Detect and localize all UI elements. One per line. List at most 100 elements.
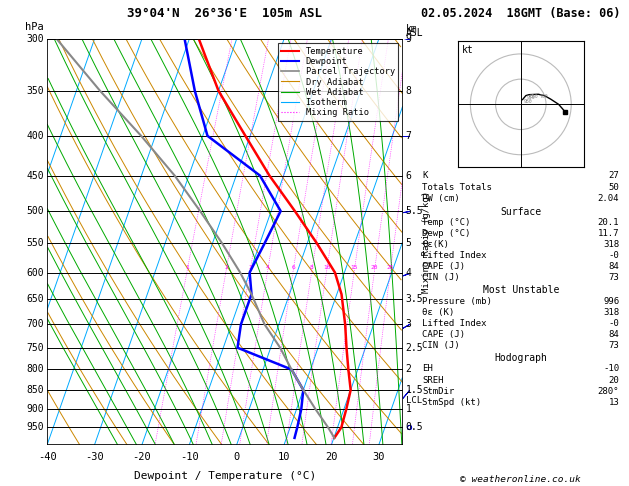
Text: 900: 900: [26, 404, 44, 414]
Text: 600: 600: [26, 267, 44, 278]
Text: 700: 700: [26, 319, 44, 330]
Text: 400: 400: [26, 131, 44, 141]
Text: 27: 27: [608, 171, 619, 180]
Text: 2.04: 2.04: [598, 194, 619, 203]
Text: Dewpoint / Temperature (°C): Dewpoint / Temperature (°C): [134, 471, 316, 482]
Text: 0: 0: [233, 452, 240, 462]
Text: 3.5: 3.5: [406, 295, 423, 305]
Text: 20: 20: [608, 376, 619, 384]
Text: θε (K): θε (K): [423, 308, 455, 317]
Text: 5: 5: [406, 238, 411, 248]
Text: hPa: hPa: [25, 21, 44, 32]
Text: Totals Totals: Totals Totals: [423, 183, 493, 191]
Text: 8: 8: [406, 86, 411, 96]
Text: CIN (J): CIN (J): [423, 273, 460, 282]
Text: -10: -10: [603, 364, 619, 373]
Text: 20: 20: [371, 265, 379, 270]
Text: 4: 4: [406, 267, 411, 278]
Text: 50: 50: [608, 183, 619, 191]
Text: Surface: Surface: [500, 207, 542, 217]
Text: Pressure (mb): Pressure (mb): [423, 296, 493, 306]
Text: LCL: LCL: [406, 397, 422, 405]
Text: 650: 650: [26, 295, 44, 305]
Text: 318: 318: [603, 308, 619, 317]
Text: 9: 9: [406, 34, 411, 44]
Text: 84: 84: [608, 330, 619, 339]
Text: Hodograph: Hodograph: [494, 353, 547, 363]
Text: 73: 73: [608, 273, 619, 282]
Text: 2.5: 2.5: [406, 343, 423, 353]
Text: 750: 750: [26, 343, 44, 353]
Text: CAPE (J): CAPE (J): [423, 262, 465, 271]
Text: 300: 300: [26, 34, 44, 44]
Text: PW (cm): PW (cm): [423, 194, 460, 203]
Legend: Temperature, Dewpoint, Parcel Trajectory, Dry Adiabat, Wet Adiabat, Isotherm, Mi: Temperature, Dewpoint, Parcel Trajectory…: [278, 43, 398, 121]
Text: K: K: [423, 171, 428, 180]
Text: 2: 2: [225, 265, 228, 270]
Text: StmSpd (kt): StmSpd (kt): [423, 398, 482, 407]
Text: CIN (J): CIN (J): [423, 341, 460, 350]
Text: kt: kt: [462, 45, 473, 55]
Text: 13: 13: [608, 398, 619, 407]
Text: 850: 850: [26, 385, 44, 395]
Text: 450: 450: [26, 171, 44, 180]
Text: 10: 10: [278, 452, 291, 462]
Text: 550: 550: [26, 238, 44, 248]
Text: 980: 980: [524, 99, 532, 104]
Text: 700: 700: [540, 94, 548, 99]
Text: -40: -40: [38, 452, 57, 462]
Text: -30: -30: [85, 452, 104, 462]
Text: 3: 3: [406, 319, 411, 330]
Text: 39°04'N  26°36'E  105m ASL: 39°04'N 26°36'E 105m ASL: [127, 7, 323, 20]
Text: 2: 2: [406, 364, 411, 375]
Text: SREH: SREH: [423, 376, 444, 384]
Text: 25: 25: [387, 265, 394, 270]
Text: -0: -0: [608, 319, 619, 328]
Text: 800: 800: [26, 364, 44, 375]
Text: -20: -20: [133, 452, 152, 462]
Text: 4: 4: [266, 265, 270, 270]
Text: 10: 10: [323, 265, 331, 270]
Text: 11.7: 11.7: [598, 229, 619, 238]
Text: Lifted Index: Lifted Index: [423, 319, 487, 328]
Text: 850: 850: [530, 94, 539, 100]
Text: 6: 6: [291, 265, 295, 270]
Text: 6: 6: [406, 171, 411, 180]
Text: © weatheronline.co.uk: © weatheronline.co.uk: [460, 474, 581, 484]
Text: Most Unstable: Most Unstable: [482, 285, 559, 295]
Text: 996: 996: [603, 296, 619, 306]
Text: 1: 1: [406, 404, 411, 414]
Text: StmDir: StmDir: [423, 387, 455, 396]
Text: 20: 20: [325, 452, 338, 462]
Text: Dewp (°C): Dewp (°C): [423, 229, 471, 238]
Text: 0.5: 0.5: [406, 422, 423, 433]
Text: 318: 318: [603, 240, 619, 249]
Text: CAPE (J): CAPE (J): [423, 330, 465, 339]
Text: -0: -0: [608, 251, 619, 260]
Text: 7: 7: [406, 131, 411, 141]
Text: 84: 84: [608, 262, 619, 271]
Text: Lifted Index: Lifted Index: [423, 251, 487, 260]
Text: 500: 500: [26, 206, 44, 216]
Text: 5.5: 5.5: [406, 206, 423, 216]
Text: 1: 1: [186, 265, 189, 270]
Text: Mixing Ratio (g/kg): Mixing Ratio (g/kg): [422, 191, 431, 293]
Text: 15: 15: [351, 265, 358, 270]
Text: 950: 950: [26, 422, 44, 433]
Text: 02.05.2024  18GMT (Base: 06): 02.05.2024 18GMT (Base: 06): [421, 7, 621, 20]
Text: 1.5: 1.5: [406, 385, 423, 395]
Text: 73: 73: [608, 341, 619, 350]
Text: -10: -10: [180, 452, 199, 462]
Text: θε(K): θε(K): [423, 240, 449, 249]
Text: Temp (°C): Temp (°C): [423, 218, 471, 227]
Text: 3: 3: [248, 265, 252, 270]
Text: 280°: 280°: [598, 387, 619, 396]
Text: ASL: ASL: [406, 28, 423, 38]
Text: EH: EH: [423, 364, 433, 373]
Text: 950: 950: [527, 95, 536, 101]
Text: 30: 30: [372, 452, 385, 462]
Text: 20.1: 20.1: [598, 218, 619, 227]
Text: km: km: [406, 24, 418, 34]
Text: 350: 350: [26, 86, 44, 96]
Text: 8: 8: [310, 265, 314, 270]
